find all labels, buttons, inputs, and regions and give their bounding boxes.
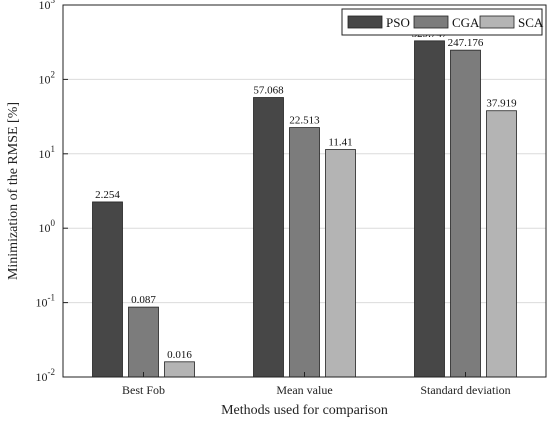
data-label: 247.176 xyxy=(448,37,484,49)
bar-pso xyxy=(253,97,284,378)
data-label: 37.919 xyxy=(486,98,517,110)
bar-cga xyxy=(289,127,320,378)
x-tick-label: Best Fob xyxy=(122,383,165,397)
x-axis-ticks: Best Fob Mean value Standard deviation xyxy=(122,372,511,397)
bar-pso xyxy=(414,40,445,378)
x-tick-label: Standard deviation xyxy=(420,383,510,397)
y-tick-label: 100 xyxy=(39,218,56,235)
bar-cga xyxy=(450,49,481,378)
legend-swatch-pso xyxy=(347,15,383,29)
data-label: 2.254 xyxy=(95,189,120,201)
bar-pso xyxy=(92,201,123,378)
bars xyxy=(92,40,517,378)
legend: PSO CGA SCA xyxy=(341,8,544,36)
x-axis-title: Methods used for comparison xyxy=(221,403,388,418)
y-tick-label: 10-1 xyxy=(36,293,56,310)
y-tick-label: 103 xyxy=(39,0,56,12)
data-label: 0.016 xyxy=(167,349,192,361)
data-label: 57.068 xyxy=(253,85,284,97)
y-axis-title: Minimization of the RMSE [%] xyxy=(6,102,21,280)
legend-swatch-cga xyxy=(413,15,449,29)
bar-sca xyxy=(164,361,195,378)
legend-label-pso: PSO xyxy=(386,15,410,30)
bar-sca xyxy=(486,110,517,378)
legend-label-cga: CGA xyxy=(452,15,480,30)
bar-cga xyxy=(128,306,159,378)
x-tick-label: Mean value xyxy=(276,383,332,397)
legend-swatch-sca xyxy=(479,15,515,29)
legend-label-sca: SCA xyxy=(518,15,544,30)
y-tick-label: 101 xyxy=(39,144,56,161)
y-tick-label: 102 xyxy=(39,69,56,86)
data-label: 11.41 xyxy=(328,137,352,149)
bar-sca xyxy=(325,149,356,378)
data-label: 22.513 xyxy=(289,115,320,127)
y-axis-ticks: 10-2 10-1 100 101 102 103 xyxy=(36,0,68,384)
y-tick-label: 10-2 xyxy=(36,367,56,384)
data-label: 0.087 xyxy=(131,294,156,306)
